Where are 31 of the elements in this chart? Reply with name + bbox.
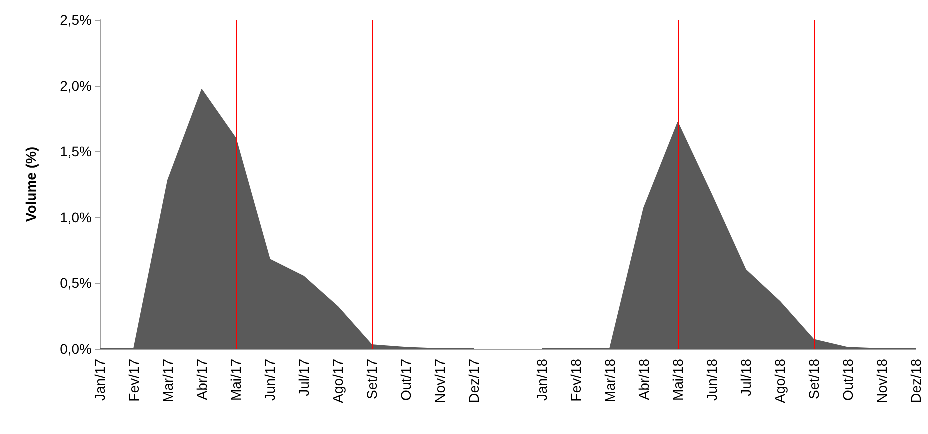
y-tick-label: 2,5% [60,12,92,28]
x-tick-label: Out/17 [398,358,414,402]
x-tick-label: Jun/17 [262,358,278,402]
x-tick-label: Mai/17 [228,358,244,402]
y-tick-label: 0,5% [60,275,92,292]
y-tick-label: 1,5% [60,144,92,160]
y-tick-label: 1,0% [60,209,92,226]
y-tick-label: 2,0% [60,78,92,94]
y-tick-label: 0,0% [60,341,92,357]
x-tick-label: Dez/17 [466,358,482,404]
x-tick-label: Abr/17 [194,358,210,400]
x-tick-label: Jan/17 [92,358,108,402]
x-tick-label: Jul/17 [296,358,312,396]
x-tick-label: Dez/18 [908,358,924,404]
x-tick-label: Nov/17 [432,358,448,404]
y-axis-title: Volume (%) [23,146,39,222]
x-tick-label: Jul/18 [738,358,754,396]
x-tick-label: Jan/18 [534,358,550,402]
x-tick-label: Jun/18 [704,358,720,402]
x-tick-label: Ago/17 [330,358,346,404]
x-tick-label: Set/17 [364,358,380,400]
x-tick-label: Set/18 [806,358,822,400]
x-tick-label: Abr/18 [636,358,652,400]
x-tick-label: Out/18 [840,358,856,402]
x-tick-label: Fev/18 [568,358,584,402]
x-tick-label: Nov/18 [874,358,890,404]
x-tick-label: Mai/18 [670,358,686,402]
x-tick-label: Ago/18 [772,358,788,404]
x-tick-label: Fev/17 [126,358,142,402]
x-tick-label: Mar/18 [602,358,618,403]
x-tick-label: Mar/17 [160,358,176,403]
